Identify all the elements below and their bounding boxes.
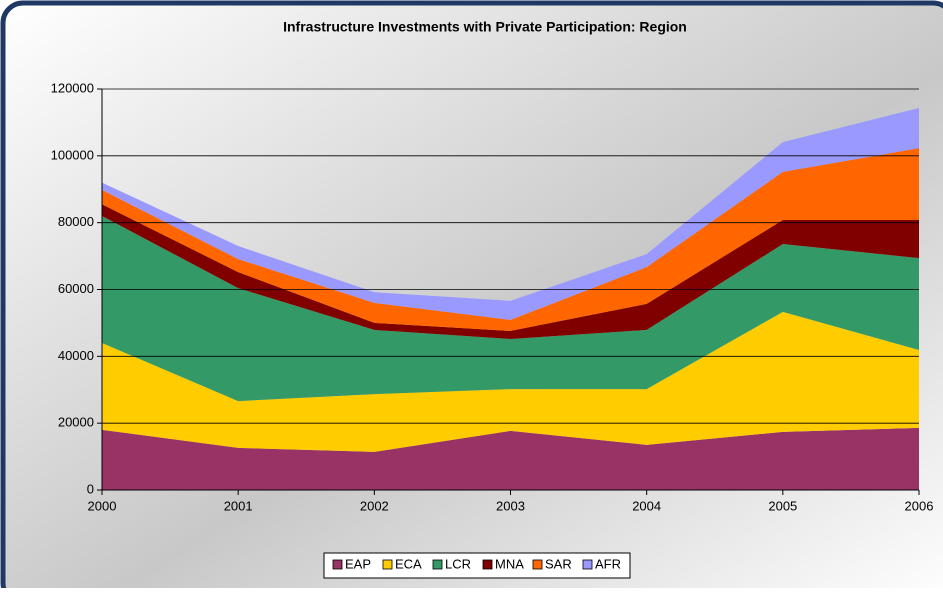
x-tick-label: 2006	[905, 498, 934, 513]
legend-label: LCR	[445, 556, 471, 571]
x-tick-label: 2003	[496, 498, 525, 513]
y-tick-label: 40000	[58, 348, 94, 363]
y-tick-label: 20000	[58, 415, 94, 430]
x-tick-label: 2000	[88, 498, 117, 513]
area	[102, 215, 919, 402]
legend-swatch	[382, 559, 393, 570]
legend-label: EAP	[345, 556, 371, 571]
legend-label: ECA	[395, 556, 422, 571]
x-tick-label: 2002	[360, 498, 389, 513]
legend-label: MNA	[495, 556, 524, 571]
legend-box	[323, 552, 631, 579]
legend-label: AFR	[595, 556, 621, 571]
area	[102, 148, 919, 331]
legend-swatch	[432, 559, 443, 570]
x-tick-label: 2004	[632, 498, 661, 513]
legend-swatch	[582, 559, 593, 570]
x-tick-label: 2005	[768, 498, 797, 513]
y-tick-label: 60000	[58, 281, 94, 296]
area	[102, 108, 919, 320]
legend-label: SAR	[545, 556, 572, 571]
legend-swatch	[332, 559, 343, 570]
legend-swatch	[482, 559, 493, 570]
x-tick-label: 2001	[224, 498, 253, 513]
y-tick-label: 100000	[51, 147, 94, 162]
area	[102, 204, 919, 339]
area	[102, 311, 919, 452]
legend-swatch	[532, 559, 543, 570]
chart-title: Infrastructure Investments with Private …	[283, 19, 687, 35]
y-tick-label: 120000	[51, 80, 94, 95]
y-tick-label: 80000	[58, 214, 94, 229]
y-tick-label: 0	[87, 481, 94, 496]
area	[102, 427, 919, 490]
